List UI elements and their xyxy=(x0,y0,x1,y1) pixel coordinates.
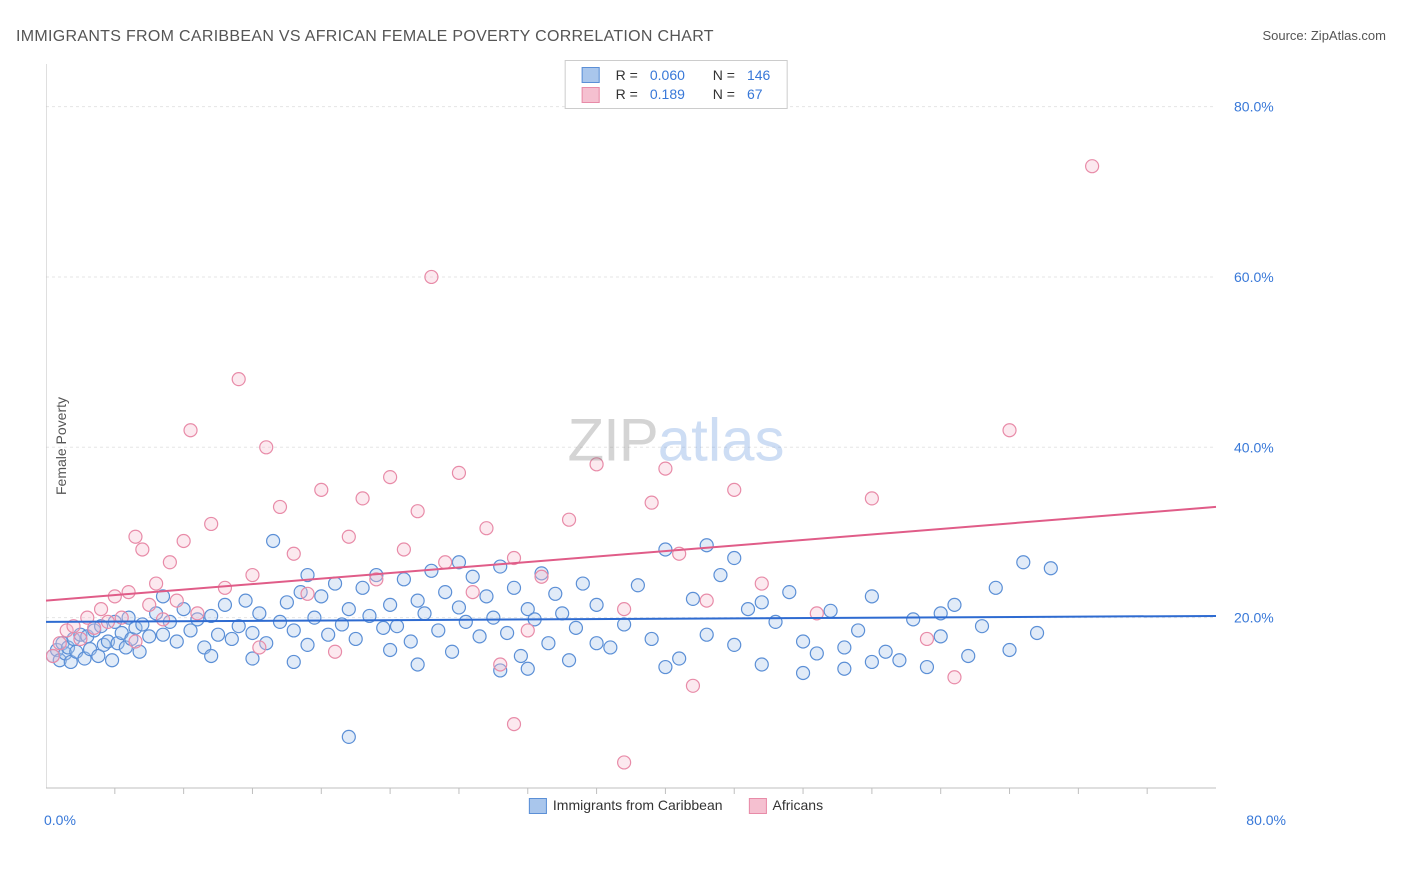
r-value-africans: 0.189 xyxy=(644,84,691,103)
x-axis-max-label: 80.0% xyxy=(1246,812,1286,828)
svg-text:80.0%: 80.0% xyxy=(1234,99,1274,115)
r-label: R = xyxy=(610,84,644,103)
series-legend: Immigrants from Caribbean Africans xyxy=(529,797,823,814)
n-label: N = xyxy=(707,65,741,84)
n-label: N = xyxy=(707,84,741,103)
legend-item-africans: Africans xyxy=(749,797,824,814)
scatter-plot: 20.0% 40.0% 60.0% 80.0% xyxy=(46,60,1306,820)
legend-row-caribbean: R = 0.060 N = 146 xyxy=(576,65,777,84)
chart-container: IMMIGRANTS FROM CARIBBEAN VS AFRICAN FEM… xyxy=(0,0,1406,892)
svg-text:60.0%: 60.0% xyxy=(1234,269,1274,285)
x-axis-min-label: 0.0% xyxy=(44,812,76,828)
legend-row-africans: R = 0.189 N = 67 xyxy=(576,84,777,103)
r-value-caribbean: 0.060 xyxy=(644,65,691,84)
svg-text:40.0%: 40.0% xyxy=(1234,439,1274,455)
swatch-caribbean-icon xyxy=(529,798,547,814)
r-label: R = xyxy=(610,65,644,84)
plot-area: R = 0.060 N = 146 R = 0.189 N = 67 ZIPat… xyxy=(46,60,1306,820)
source-attribution: Source: ZipAtlas.com xyxy=(1262,28,1386,43)
swatch-africans-icon xyxy=(749,798,767,814)
source-link[interactable]: ZipAtlas.com xyxy=(1311,28,1386,43)
correlation-legend: R = 0.060 N = 146 R = 0.189 N = 67 xyxy=(565,60,788,109)
legend-label-caribbean: Immigrants from Caribbean xyxy=(553,797,723,813)
source-prefix: Source: xyxy=(1262,28,1310,43)
swatch-africans-icon xyxy=(582,87,600,103)
chart-title: IMMIGRANTS FROM CARIBBEAN VS AFRICAN FEM… xyxy=(16,28,714,46)
svg-text:20.0%: 20.0% xyxy=(1234,610,1274,626)
n-value-africans: 67 xyxy=(741,84,776,103)
legend-label-africans: Africans xyxy=(773,797,824,813)
legend-item-caribbean: Immigrants from Caribbean xyxy=(529,797,723,814)
swatch-caribbean-icon xyxy=(582,67,600,83)
n-value-caribbean: 146 xyxy=(741,65,776,84)
